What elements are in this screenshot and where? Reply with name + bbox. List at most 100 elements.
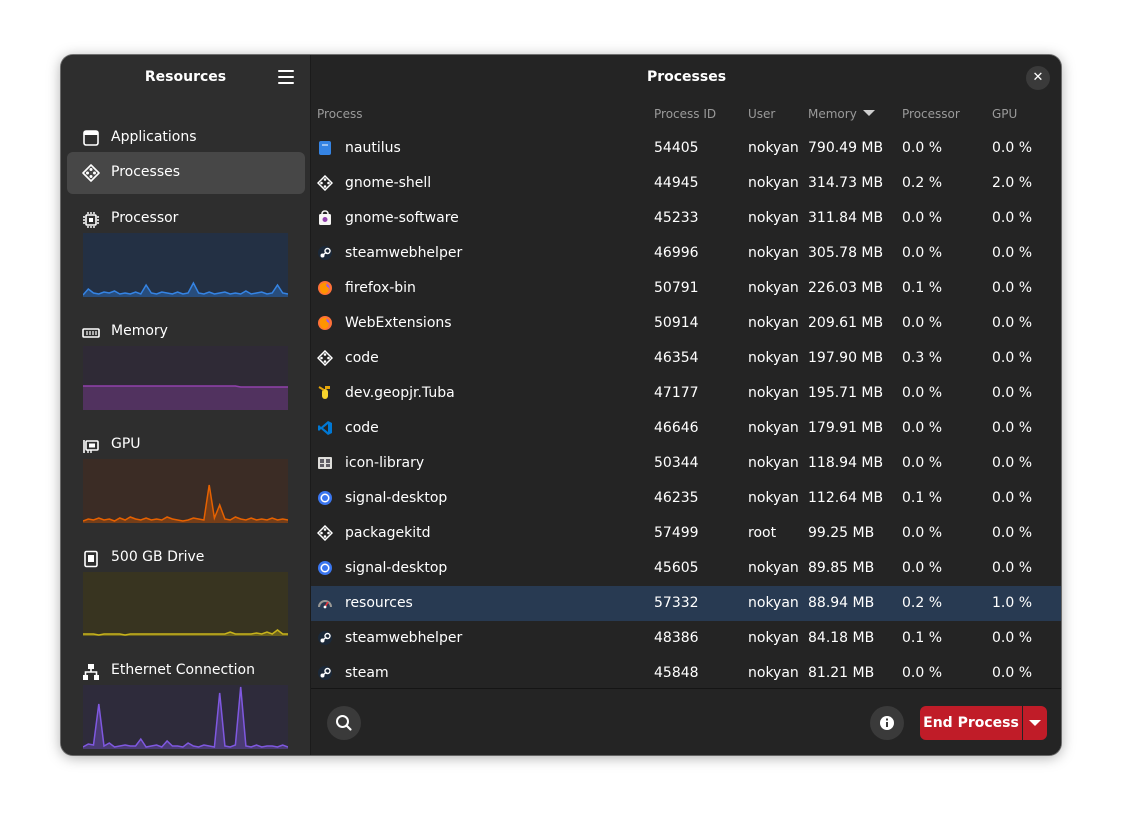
- search-button[interactable]: [327, 706, 361, 740]
- column-header-gpu[interactable]: GPU: [992, 107, 1018, 121]
- end-process-button[interactable]: End Process: [920, 706, 1022, 740]
- process-id: 46354: [654, 350, 699, 366]
- process-gpu: 0.0 %: [992, 525, 1033, 541]
- process-name: resources: [345, 595, 413, 611]
- process-row[interactable]: signal-desktop 46235 nokyan 112.64 MB 0.1 % 0…: [311, 481, 1061, 516]
- sidebar-item-drive[interactable]: 500 GB Drive: [61, 549, 310, 654]
- sidebar-item-gpu[interactable]: GPU: [61, 436, 310, 541]
- resource-label: Processor: [111, 210, 179, 226]
- process-cpu: 0.1 %: [902, 630, 943, 646]
- process-id: 44945: [654, 175, 699, 191]
- process-id: 46996: [654, 245, 699, 261]
- column-header-process[interactable]: Process: [317, 107, 363, 121]
- graph-background: [83, 459, 288, 523]
- graph-background: [83, 233, 288, 297]
- sort-descending-icon: [862, 110, 875, 116]
- process-row[interactable]: dev.geopjr.Tuba 47177 nokyan 195.71 MB 0.0 %…: [311, 376, 1061, 411]
- graph-background: [83, 346, 288, 410]
- sidebar-item-label: Processes: [111, 164, 181, 180]
- process-id: 45605: [654, 560, 699, 576]
- process-row[interactable]: gnome-software 45233 nokyan 311.84 MB 0.0 % 0…: [311, 201, 1061, 236]
- process-user: nokyan: [748, 245, 799, 261]
- close-button[interactable]: ✕: [1026, 66, 1050, 90]
- process-memory: 305.78 MB: [808, 245, 884, 261]
- generic-app-icon: [317, 350, 333, 366]
- process-row[interactable]: steamwebhelper 46996 nokyan 305.78 MB 0.0 % 0…: [311, 236, 1061, 271]
- process-memory: 89.85 MB: [808, 560, 875, 576]
- sidebar-item-ethernet[interactable]: Ethernet Connection: [61, 662, 310, 755]
- process-row[interactable]: steamwebhelper 48386 nokyan 84.18 MB 0.1 % 0.…: [311, 621, 1061, 656]
- process-row[interactable]: code 46646 nokyan 179.91 MB 0.0 % 0.0 %: [311, 411, 1061, 446]
- resources-app-icon: [318, 600, 332, 609]
- process-info-button[interactable]: [870, 706, 904, 740]
- process-cpu: 0.0 %: [902, 140, 943, 156]
- column-header-pid[interactable]: Process ID: [654, 107, 717, 121]
- process-name: icon-library: [345, 455, 425, 471]
- process-user: nokyan: [748, 630, 799, 646]
- software-app-icon: [319, 210, 331, 225]
- process-row[interactable]: icon-library 50344 nokyan 118.94 MB 0.0 % 0.0…: [311, 446, 1061, 481]
- process-user: nokyan: [748, 665, 799, 681]
- process-row[interactable]: steam 45848 nokyan 81.21 MB 0.0 % 0.0 %: [311, 656, 1061, 691]
- process-memory: 99.25 MB: [808, 525, 875, 541]
- graph-area: [83, 386, 288, 410]
- column-header-processor[interactable]: Processor: [902, 107, 960, 121]
- process-row[interactable]: packagekitd 57499 root 99.25 MB 0.0 % 0.0 %: [311, 516, 1061, 551]
- sidebar-item-applications[interactable]: Applications: [67, 117, 305, 159]
- graph-line: [83, 629, 288, 636]
- process-user: nokyan: [748, 175, 799, 191]
- process-id: 46235: [654, 490, 699, 506]
- resource-label: 500 GB Drive: [111, 549, 205, 565]
- process-gpu: 0.0 %: [992, 560, 1033, 576]
- process-row[interactable]: code 46354 nokyan 197.90 MB 0.3 % 0.0 %: [311, 341, 1061, 376]
- process-gpu: 0.0 %: [992, 490, 1033, 506]
- end-process-menu-button[interactable]: [1023, 706, 1047, 740]
- chevron-down-icon: [1029, 720, 1041, 726]
- generic-app-icon: [317, 175, 333, 191]
- process-cpu: 0.1 %: [902, 280, 943, 296]
- sidebar-item-memory[interactable]: Memory: [61, 323, 310, 428]
- ethernet-icon: [83, 664, 99, 680]
- firefox-app-icon: [318, 281, 332, 295]
- graph-background: [83, 572, 288, 636]
- process-gpu: 0.0 %: [992, 630, 1033, 646]
- process-memory: 118.94 MB: [808, 455, 884, 471]
- process-gpu: 0.0 %: [992, 665, 1033, 681]
- process-gpu: 0.0 %: [992, 420, 1033, 436]
- ethernet-usage-graph: [83, 685, 288, 749]
- process-memory: 311.84 MB: [808, 210, 884, 226]
- process-name: gnome-shell: [345, 175, 432, 191]
- column-header-memory[interactable]: Memory: [808, 107, 875, 121]
- column-header-user[interactable]: User: [748, 107, 776, 121]
- sidebar-item-processor[interactable]: Processor: [61, 210, 310, 315]
- iconlib-app-icon: [318, 457, 332, 469]
- process-user: nokyan: [748, 420, 799, 436]
- process-row[interactable]: nautilus 54405 nokyan 790.49 MB 0.0 % 0.0 %: [311, 131, 1061, 166]
- process-row[interactable]: firefox-bin 50791 nokyan 226.03 MB 0.1 % 0.0 …: [311, 271, 1061, 306]
- process-row[interactable]: signal-desktop 45605 nokyan 89.85 MB 0.0 % 0.…: [311, 551, 1061, 586]
- process-memory: 790.49 MB: [808, 140, 884, 156]
- column-header-memory-label: Memory: [808, 107, 857, 121]
- process-gpu: 0.0 %: [992, 315, 1033, 331]
- process-cpu: 0.0 %: [902, 385, 943, 401]
- process-row[interactable]: resources 57332 nokyan 88.94 MB 0.2 % 1.0 %: [311, 586, 1061, 621]
- hamburger-menu-icon[interactable]: [278, 70, 294, 84]
- process-gpu: 2.0 %: [992, 175, 1033, 191]
- process-row[interactable]: WebExtensions 50914 nokyan 209.61 MB 0.0 % 0.…: [311, 306, 1061, 341]
- page-title: Processes: [646, 69, 727, 85]
- resource-label: GPU: [111, 436, 141, 452]
- process-user: nokyan: [748, 210, 799, 226]
- tuba-app-icon: [318, 386, 330, 399]
- firefox-app-icon: [318, 316, 332, 330]
- resource-label: Memory: [111, 323, 168, 339]
- graph-line: [83, 686, 288, 748]
- process-memory: 226.03 MB: [808, 280, 884, 296]
- process-gpu: 1.0 %: [992, 595, 1033, 611]
- steam-app-icon: [318, 666, 332, 680]
- process-user: nokyan: [748, 595, 799, 611]
- process-gpu: 0.0 %: [992, 455, 1033, 471]
- sidebar-item-processes[interactable]: Processes: [67, 152, 305, 194]
- process-row[interactable]: gnome-shell 44945 nokyan 314.73 MB 0.2 % 2.0 …: [311, 166, 1061, 201]
- process-name: signal-desktop: [345, 490, 448, 506]
- signal-app-icon: [318, 491, 332, 505]
